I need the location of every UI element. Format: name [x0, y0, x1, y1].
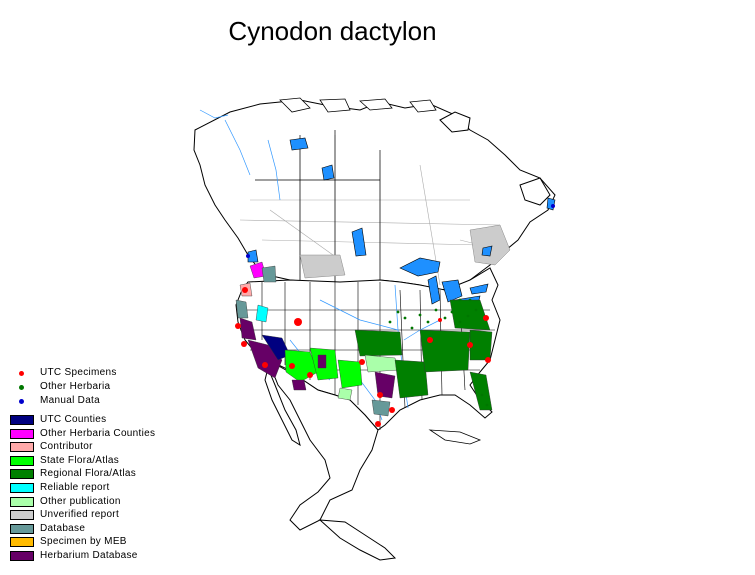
legend-label: Other publication [40, 495, 121, 507]
swatch-icon [10, 523, 34, 534]
swatch-icon [10, 469, 34, 480]
central-america [318, 519, 397, 561]
legend-label: State Flora/Atlas [40, 454, 120, 466]
legend-label: Herbarium Database [40, 549, 138, 561]
legend-label: UTC Specimens [40, 367, 117, 378]
swatch-icon [10, 428, 34, 439]
swatch-icon [10, 537, 34, 548]
legend-label: Database [40, 522, 86, 534]
caribbean [428, 429, 482, 445]
manual-dots [246, 204, 555, 258]
blue-dot-icon [19, 399, 24, 404]
swatch-icon [10, 496, 34, 507]
west-coast-counties [235, 261, 291, 379]
legend-label: Other Herbaria [40, 381, 111, 392]
swatch-icon [10, 415, 34, 425]
legend-label: Regional Flora/Atlas [40, 468, 137, 480]
swatch-icon [10, 455, 34, 466]
legend-label: Contributor [40, 441, 93, 453]
legend-label: Other Herbaria Counties [40, 427, 156, 439]
legend-label: UTC Counties [40, 414, 107, 425]
swatch-icon [10, 550, 34, 561]
legend-label: Unverified report [40, 509, 120, 521]
arctic-islands [279, 97, 437, 113]
swatch-icon [10, 482, 34, 493]
herbaria-dots [388, 298, 489, 407]
green-dot-icon [19, 385, 24, 390]
map-title: Cynodon dactylon [228, 16, 437, 46]
swatch-icon [10, 442, 34, 453]
canada-region [193, 99, 556, 291]
legend-label: Specimen by MEB [40, 536, 127, 548]
specimen-dots [235, 287, 491, 427]
south-central-counties [354, 329, 429, 417]
database-shading [299, 224, 511, 279]
red-dot-icon [19, 371, 24, 376]
swatch-icon [10, 510, 34, 521]
legend-label: Manual Data [40, 395, 100, 406]
legend-label: Reliable report [40, 481, 110, 493]
